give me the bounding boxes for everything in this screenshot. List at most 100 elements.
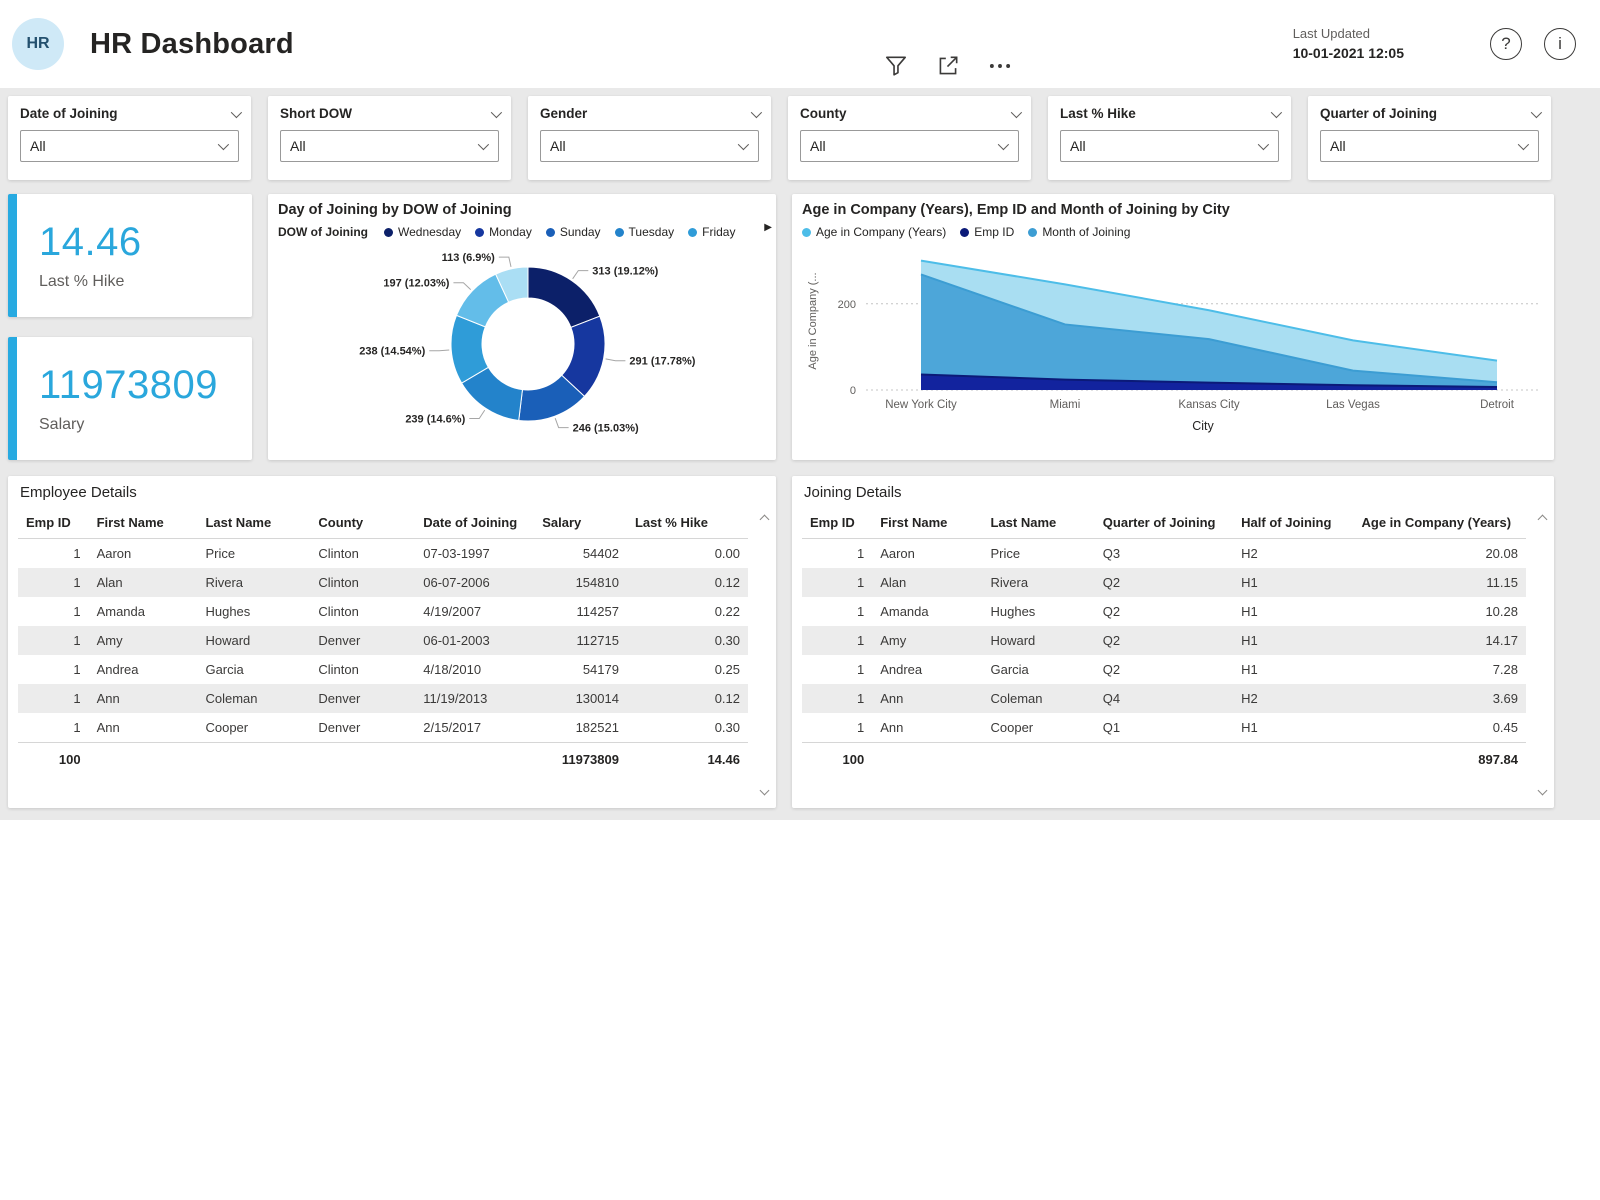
legend-item[interactable]: Sunday bbox=[545, 225, 601, 239]
header-row: Emp ID First Name Last Name County Date of J… bbox=[18, 507, 748, 539]
donut-chart-svg[interactable]: 313 (19.12%) 291 (17.78%) 246 (15.03%) 239 … bbox=[278, 242, 770, 442]
table-cell: 1 bbox=[856, 662, 865, 677]
chevron-down-icon bbox=[1257, 138, 1270, 151]
table-cell: Rivera bbox=[990, 575, 1029, 590]
filter-dropdown[interactable]: All bbox=[800, 130, 1019, 162]
more-options-icon[interactable] bbox=[986, 52, 1014, 80]
table-row[interactable]: 1 Amanda Hughes Clinton 4/19/2007 114257 0.22 bbox=[18, 597, 748, 626]
chevron-down-icon[interactable] bbox=[490, 106, 503, 118]
table-cell: H1 bbox=[1241, 604, 1258, 619]
kpi-label: Salary bbox=[39, 416, 85, 433]
table-cell: Cooper bbox=[205, 720, 249, 735]
table-row[interactable]: 1 Ann Cooper Q1 H1 0.45 bbox=[802, 713, 1526, 743]
area-chart-svg[interactable]: 0 200 New York City Miami Kansas City Las Veg… bbox=[802, 242, 1542, 440]
table-row[interactable]: 1 Ann Cooper Denver 2/15/2017 182521 0.30 bbox=[18, 713, 748, 743]
table-row[interactable]: 1 Alan Rivera Clinton 06-07-2006 154810 0.12 bbox=[18, 568, 748, 597]
column-header[interactable]: First Name bbox=[88, 507, 198, 539]
filter-dropdown[interactable]: All bbox=[1060, 130, 1279, 162]
x-axis-title: City bbox=[1192, 419, 1214, 433]
table-cell: 1 bbox=[73, 604, 81, 619]
chevron-down-icon[interactable] bbox=[1530, 106, 1543, 118]
filter-dropdown[interactable]: All bbox=[280, 130, 499, 162]
kpi-last-hike-card[interactable]: 14.46 Last % Hike bbox=[8, 194, 252, 317]
legend-item[interactable]: Monday bbox=[475, 225, 532, 239]
column-header[interactable]: Salary bbox=[534, 507, 627, 539]
table-cell: 54179 bbox=[582, 662, 619, 677]
table-cell: Ann bbox=[96, 720, 120, 735]
column-header[interactable]: Emp ID bbox=[802, 507, 873, 539]
table-row[interactable]: 1 Amanda Hughes Q2 H1 10.28 bbox=[802, 597, 1526, 626]
legend-dot-icon bbox=[960, 227, 970, 237]
table-row[interactable]: 1 Aaron Price Clinton 07-03-1997 54402 0.00 bbox=[18, 539, 748, 569]
chevron-down-icon[interactable] bbox=[1010, 106, 1023, 118]
joining-details-table: Emp ID First Name Last Name Quarter of Join… bbox=[802, 507, 1526, 776]
focus-mode-icon[interactable] bbox=[934, 52, 962, 80]
table-cell: Clinton bbox=[318, 604, 359, 619]
table-cell: Coleman bbox=[990, 691, 1043, 706]
filter-gender: Gender All bbox=[528, 96, 771, 180]
filter-icon[interactable] bbox=[882, 52, 910, 80]
legend-more-icon[interactable]: ▶ bbox=[764, 222, 772, 233]
table-row[interactable]: 1 Andrea Garcia Q2 H1 7.28 bbox=[802, 655, 1526, 684]
table-row[interactable]: 1 Ann Coleman Denver 11/19/2013 130014 0.12 bbox=[18, 684, 748, 713]
table-cell: Aaron bbox=[96, 546, 132, 561]
table-cell: Denver bbox=[318, 720, 361, 735]
last-updated-value: 10-01-2021 12:05 bbox=[1292, 45, 1404, 62]
chevron-down-icon[interactable] bbox=[750, 106, 763, 118]
chevron-down-icon[interactable] bbox=[230, 106, 243, 118]
help-icon[interactable]: ? bbox=[1490, 28, 1522, 60]
column-header[interactable]: Date of Joining bbox=[415, 507, 535, 539]
filter-short-dow: Short DOW All bbox=[268, 96, 511, 180]
column-header[interactable]: Emp ID bbox=[18, 507, 89, 539]
chevron-down-icon bbox=[217, 138, 230, 151]
x-tick-label: Miami bbox=[1050, 399, 1081, 411]
label-leader-line bbox=[469, 409, 486, 419]
legend-dot-icon bbox=[545, 227, 555, 237]
legend-item[interactable]: Tuesday bbox=[614, 225, 674, 239]
table-cell: 112715 bbox=[576, 633, 619, 648]
table-cell: Rivera bbox=[205, 575, 244, 590]
scroll-down-icon[interactable] bbox=[759, 785, 770, 796]
legend-item[interactable]: Friday bbox=[688, 225, 735, 239]
column-header[interactable]: Last Name bbox=[197, 507, 311, 539]
area-series[interactable] bbox=[921, 274, 1497, 390]
column-header[interactable]: First Name bbox=[872, 507, 983, 539]
header-row: Emp ID First Name Last Name Quarter of Join… bbox=[802, 507, 1526, 539]
table-cell: H1 bbox=[1241, 633, 1258, 648]
kpi-salary-card[interactable]: 11973809 Salary bbox=[8, 337, 252, 460]
column-header[interactable]: Last Name bbox=[982, 507, 1095, 539]
filter-dropdown[interactable]: All bbox=[1320, 130, 1539, 162]
joining-table-wrap: Emp ID First Name Last Name Quarter of Join… bbox=[802, 507, 1544, 776]
chevron-down-icon[interactable] bbox=[1270, 106, 1283, 118]
legend-item[interactable]: Wednesday bbox=[383, 225, 462, 239]
filter-county: County All bbox=[788, 96, 1031, 180]
legend-item[interactable]: Emp ID bbox=[960, 225, 1014, 239]
info-icon[interactable]: i bbox=[1544, 28, 1576, 60]
table-cell: H2 bbox=[1241, 546, 1258, 561]
area-legend: Age in Company (Years) Emp ID Month of Joi… bbox=[802, 222, 1546, 242]
column-header[interactable]: County bbox=[310, 507, 416, 539]
column-header[interactable]: Age in Company (Years) bbox=[1353, 507, 1526, 539]
total-cell bbox=[88, 742, 198, 776]
scroll-down-icon[interactable] bbox=[1537, 785, 1548, 796]
legend-item[interactable]: Month of Joining bbox=[1028, 225, 1130, 239]
filter-dropdown[interactable]: All bbox=[20, 130, 239, 162]
kpi-label: Last % Hike bbox=[39, 273, 125, 290]
donut-slice[interactable] bbox=[494, 266, 529, 303]
legend-label: Wednesday bbox=[397, 225, 462, 239]
table-cell: 2/15/2017 bbox=[423, 720, 482, 735]
table-row[interactable]: 1 Amy Howard Denver 06-01-2003 112715 0.30 bbox=[18, 626, 748, 655]
filter-dropdown[interactable]: All bbox=[540, 130, 759, 162]
table-cell: 0.00 bbox=[714, 546, 740, 561]
table-row[interactable]: 1 Ann Coleman Q4 H2 3.69 bbox=[802, 684, 1526, 713]
hr-logo: HR bbox=[12, 18, 64, 70]
table-row[interactable]: 1 Andrea Garcia Clinton 4/18/2010 54179 0.25 bbox=[18, 655, 748, 684]
donut-slice[interactable] bbox=[527, 266, 601, 329]
table-row[interactable]: 1 Alan Rivera Q2 H1 11.15 bbox=[802, 568, 1526, 597]
table-row[interactable]: 1 Aaron Price Q3 H2 20.08 bbox=[802, 539, 1526, 569]
table-row[interactable]: 1 Amy Howard Q2 H1 14.17 bbox=[802, 626, 1526, 655]
column-header[interactable]: Quarter of Joining bbox=[1094, 507, 1234, 539]
legend-item[interactable]: Age in Company (Years) bbox=[802, 225, 946, 239]
column-header[interactable]: Half of Joining bbox=[1233, 507, 1354, 539]
column-header[interactable]: Last % Hike bbox=[626, 507, 748, 539]
